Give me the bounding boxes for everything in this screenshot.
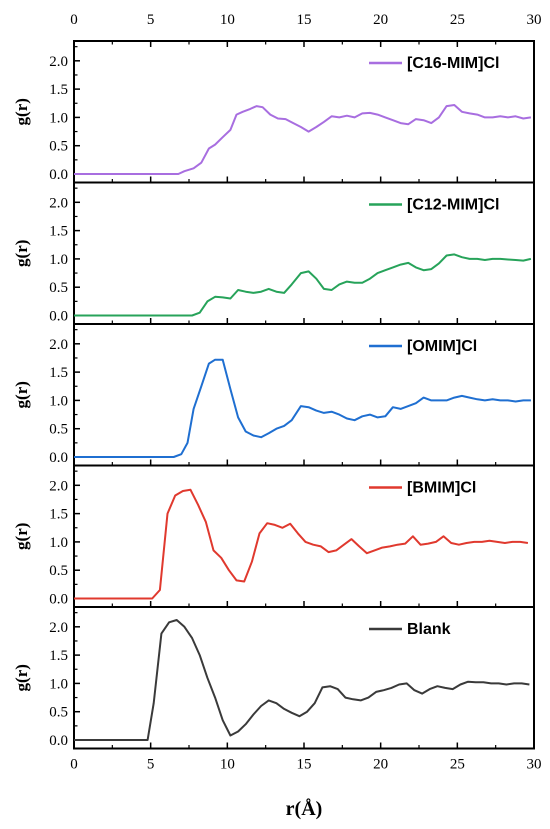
y-tick-label: 1.0 <box>49 252 68 268</box>
x-tick-label-top: 15 <box>297 12 312 28</box>
y-tick-label: 0.5 <box>49 422 68 438</box>
y-tick-label: 0.5 <box>49 705 68 721</box>
legend-label: [C12-MIM]Cl <box>407 197 499 214</box>
panel-4: 0.0 0.5 1.0 1.5 2.0 g(r) [BMIM]Cl <box>12 464 535 608</box>
y-tick-label: 0.5 <box>49 280 68 296</box>
x-tick-label: 20 <box>373 757 388 773</box>
y-tick-label: 1.5 <box>49 82 68 98</box>
x-tick-label-top: 5 <box>147 12 155 28</box>
y-tick-label: 1.0 <box>49 535 68 551</box>
panel-1: 0.0 0.5 1.0 1.5 2.0 g(r) [C16-MIM]Cl <box>12 40 535 184</box>
x-tick-label-top: 30 <box>527 12 542 28</box>
panel-5: 0.0 0.5 1.0 1.5 2.0 g(r) Blank <box>12 606 535 750</box>
y-tick-label: 0.5 <box>49 139 68 155</box>
y-tick-label: 1.0 <box>49 110 68 126</box>
series-line <box>74 488 529 600</box>
series-line <box>74 358 531 458</box>
y-tick-label: 1.5 <box>49 507 68 523</box>
x-tick-label: 5 <box>147 757 155 773</box>
x-tick-label: 30 <box>527 757 542 773</box>
x-tick-label: 15 <box>297 757 312 773</box>
legend-label: Blank <box>407 621 451 638</box>
x-tick-label: 10 <box>220 757 235 773</box>
panels-group: 0.0 0.5 1.0 1.5 2.0 g(r) [C16-MIM]Cl 0.0 0.5 1.0 1… <box>12 40 535 750</box>
y-tick-label: 0.0 <box>49 733 68 749</box>
series-line <box>74 253 532 317</box>
legend-label: [BMIM]Cl <box>407 480 476 497</box>
y-axis-title: g(r) <box>12 381 31 408</box>
legend-label: [OMIM]Cl <box>407 338 477 355</box>
y-axis-title: g(r) <box>12 98 31 125</box>
y-tick-label: 1.5 <box>49 648 68 664</box>
y-tick-label: 2.0 <box>49 337 68 353</box>
y-tick-label: 1.5 <box>49 224 68 240</box>
x-tick-label: 0 <box>70 757 78 773</box>
x-axis-title: r(Å) <box>286 797 323 820</box>
series-line <box>74 619 530 741</box>
x-tick-label-top: 0 <box>70 12 78 28</box>
y-tick-label: 2.0 <box>49 620 68 636</box>
panel-frame <box>73 606 535 750</box>
y-tick-label: 1.0 <box>49 676 68 692</box>
x-tick-label-top: 20 <box>373 12 388 28</box>
y-tick-label: 2.0 <box>49 478 68 494</box>
legend-label: [C16-MIM]Cl <box>407 55 499 72</box>
x-tick-label-top: 10 <box>220 12 235 28</box>
y-tick-label: 2.0 <box>49 195 68 211</box>
y-tick-label: 0.0 <box>49 309 68 325</box>
series-line <box>74 104 532 175</box>
shared-x-axis: 0 0 5 5 10 10 15 15 20 20 25 25 30 30 <box>70 12 541 773</box>
x-tick-label-top: 25 <box>450 12 465 28</box>
panel-2: 0.0 0.5 1.0 1.5 2.0 g(r) [C12-MIM]Cl <box>12 181 535 325</box>
y-axis-title: g(r) <box>12 240 31 267</box>
y-tick-label: 0.0 <box>49 450 68 466</box>
y-axis-title: g(r) <box>12 664 31 691</box>
y-tick-label: 0.0 <box>49 592 68 608</box>
y-tick-label: 0.0 <box>49 167 68 183</box>
y-tick-label: 2.0 <box>49 54 68 70</box>
x-tick-label: 25 <box>450 757 465 773</box>
panel-3: 0.0 0.5 1.0 1.5 2.0 g(r) [OMIM]Cl <box>12 323 535 467</box>
y-axis-title: g(r) <box>12 523 31 550</box>
y-tick-label: 1.0 <box>49 393 68 409</box>
y-tick-label: 0.5 <box>49 563 68 579</box>
y-tick-label: 1.5 <box>49 365 68 381</box>
